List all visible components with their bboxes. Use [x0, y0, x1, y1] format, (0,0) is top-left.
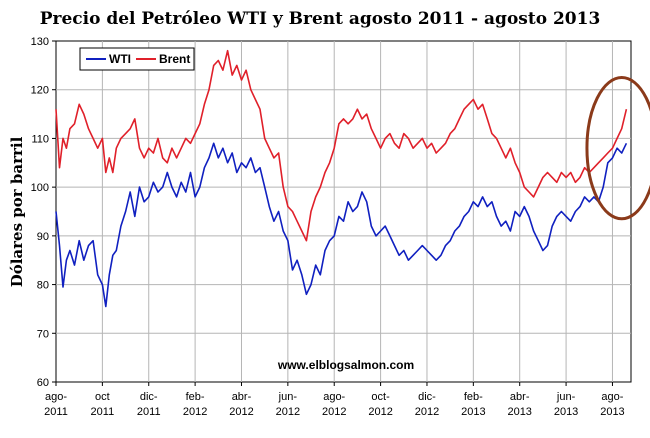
watermark-text: www.elblogsalmon.com: [277, 358, 414, 372]
x-tick-label-month: oct-: [371, 391, 390, 403]
x-tick-label-month: ago-: [601, 391, 623, 403]
x-tick-label-year: 2013: [461, 406, 485, 418]
y-tick-label: 60: [37, 377, 49, 389]
x-tick-label-month: ago-: [323, 391, 345, 403]
x-tick-label-year: 2011: [91, 406, 115, 418]
x-tick-label-month: oct: [95, 391, 110, 403]
chart-title: Precio del Petróleo WTI y Brent agosto 2…: [40, 9, 601, 29]
x-tick-label-month: dic-: [418, 391, 436, 403]
chart-legend: WTI Brent: [79, 47, 195, 71]
x-tick-label-year: 2011: [137, 406, 161, 418]
x-tick-label-month: dic-: [140, 391, 158, 403]
series-line-brent: [55, 49, 628, 242]
grid-lines: [56, 41, 631, 382]
y-tick-label: 130: [31, 36, 49, 48]
highlight-annotation: [585, 76, 650, 221]
x-tick-label-month: feb-: [186, 391, 205, 403]
y-axis-label: Dólares por barril: [8, 136, 26, 287]
x-tick-label-month: jun-: [278, 391, 298, 403]
x-tick-label-year: 2013: [600, 406, 624, 418]
x-tick-label-year: 2012: [368, 406, 392, 418]
y-tick-label: 120: [31, 85, 49, 97]
x-tick-label-year: 2012: [415, 406, 439, 418]
legend-label-wti: WTI: [109, 52, 131, 66]
series-line-wti: [55, 142, 628, 308]
x-tick-label-year: 2011: [44, 406, 68, 418]
y-tick-label: 70: [37, 328, 49, 340]
x-axis-ticks: ago- 2011 oct 2011 dic- 2011 feb- 2012 abr- 2012 j…: [44, 382, 625, 418]
y-tick-label: 80: [37, 280, 49, 292]
x-tick-label-year: 2012: [276, 406, 300, 418]
x-tick-label-year: 2012: [322, 406, 346, 418]
x-tick-label-year: 2012: [229, 406, 253, 418]
x-tick-label-month: ago-: [45, 391, 67, 403]
y-tick-label: 110: [31, 133, 49, 145]
x-tick-label-year: 2013: [507, 406, 531, 418]
x-tick-label-month: abr-: [232, 391, 252, 403]
y-tick-label: 100: [31, 182, 49, 194]
plot-area: [55, 40, 632, 383]
x-tick-label-year: 2012: [183, 406, 207, 418]
highlight-ellipse: [585, 76, 650, 221]
y-tick-label: 90: [37, 231, 49, 243]
x-tick-label-month: abr-: [510, 391, 530, 403]
series-lines: [55, 49, 628, 308]
x-tick-label-month: jun-: [556, 391, 576, 403]
legend-label-brent: Brent: [159, 52, 190, 66]
x-tick-label-month: feb-: [464, 391, 483, 403]
x-tick-label-year: 2013: [554, 406, 578, 418]
y-axis-ticks: 60 70 80 90 100 110 120 130: [31, 36, 56, 389]
